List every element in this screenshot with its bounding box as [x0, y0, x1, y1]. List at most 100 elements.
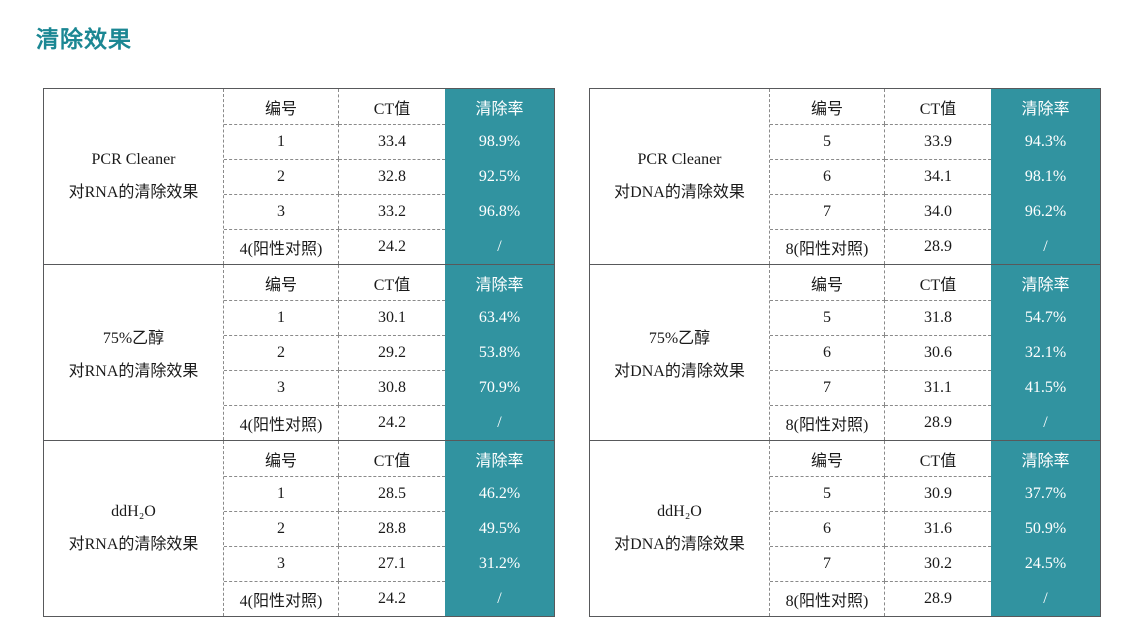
cell-removal-rate: 50.9% [991, 511, 1100, 546]
cell-removal-rate: / [991, 405, 1100, 440]
section-label-line1: 75%乙醇 [102, 330, 165, 347]
cell-sample-id: 5 [770, 476, 885, 511]
section-label: ddH₂O 对DNA的清除效果 [590, 441, 770, 616]
cell-removal-rate: / [445, 405, 554, 440]
cell-removal-rate: 98.9% [445, 124, 554, 159]
cell-sample-id: 1 [224, 124, 339, 159]
section-label-line2: 对RNA的清除效果 [68, 184, 199, 201]
cell-sample-id: 1 [224, 300, 339, 335]
cell-ct-value: 33.2 [339, 194, 445, 229]
cell-sample-id: 2 [224, 159, 339, 194]
col-header-rate: 清除率 [991, 441, 1100, 476]
section-label: 75%乙醇 对DNA的清除效果 [590, 265, 770, 440]
table-section: ddH₂O 对RNA的清除效果 编号 CT值 清除率 1 28.5 46.2% … [44, 440, 554, 616]
cell-sample-id: 5 [770, 124, 885, 159]
cell-sample-id: 8(阳性对照) [770, 405, 885, 440]
section-label-line1: 75%乙醇 [648, 330, 711, 347]
cell-ct-value: 24.2 [339, 581, 445, 616]
section-label-line1: ddH₂O [111, 503, 156, 520]
col-header-id: 编号 [224, 441, 339, 476]
cell-sample-id: 2 [224, 511, 339, 546]
section-label: ddH₂O 对RNA的清除效果 [44, 441, 224, 616]
cell-ct-value: 31.6 [885, 511, 991, 546]
table-section: ddH₂O 对DNA的清除效果 编号 CT值 清除率 5 30.9 37.7% … [590, 440, 1100, 616]
cell-sample-id: 6 [770, 335, 885, 370]
section-label: 75%乙醇 对RNA的清除效果 [44, 265, 224, 440]
cell-ct-value: 31.8 [885, 300, 991, 335]
section-label-line1: PCR Cleaner [637, 151, 722, 168]
col-header-ct: CT值 [919, 452, 957, 470]
cell-ct-value: 33.4 [339, 124, 445, 159]
cell-ct-value: 24.2 [339, 405, 445, 440]
section-label-line2: 对RNA的清除效果 [68, 363, 199, 380]
cell-removal-rate: 70.9% [445, 370, 554, 405]
cell-sample-id: 7 [770, 546, 885, 581]
cell-removal-rate: 46.2% [445, 476, 554, 511]
cell-ct-value: 28.8 [339, 511, 445, 546]
cell-removal-rate: 53.8% [445, 335, 554, 370]
col-header-id: 编号 [224, 89, 339, 124]
cell-sample-id: 8(阳性对照) [770, 229, 885, 264]
cell-ct-value: 30.9 [885, 476, 991, 511]
cell-removal-rate: / [445, 229, 554, 264]
cell-removal-rate: 98.1% [991, 159, 1100, 194]
cell-ct-value: 31.1 [885, 370, 991, 405]
cell-sample-id: 6 [770, 159, 885, 194]
section-label: PCR Cleaner 对RNA的清除效果 [44, 89, 224, 264]
col-header-ct: CT值 [373, 452, 411, 470]
section-label-line2: 对DNA的清除效果 [614, 184, 745, 201]
cell-ct-value: 28.9 [885, 405, 991, 440]
table-section: 75%乙醇 对RNA的清除效果 编号 CT值 清除率 1 30.1 63.4% … [44, 264, 554, 440]
cell-ct-value: 32.8 [339, 159, 445, 194]
rna-removal-table: PCR Cleaner 对RNA的清除效果 编号 CT值 清除率 1 33.4 … [43, 88, 555, 617]
cell-removal-rate: 92.5% [445, 159, 554, 194]
cell-ct-value: 28.5 [339, 476, 445, 511]
section-label-line1: PCR Cleaner [91, 151, 176, 168]
cell-removal-rate: 94.3% [991, 124, 1100, 159]
section-label-line1: ddH₂O [657, 503, 702, 520]
cell-removal-rate: 96.2% [991, 194, 1100, 229]
cell-removal-rate: 32.1% [991, 335, 1100, 370]
page-title: 清除效果 [36, 26, 132, 52]
cell-ct-value: 30.6 [885, 335, 991, 370]
section-label: PCR Cleaner 对DNA的清除效果 [590, 89, 770, 264]
cell-ct-value: 24.2 [339, 229, 445, 264]
cell-sample-id: 4(阳性对照) [224, 229, 339, 264]
col-header-ct: CT值 [373, 276, 411, 294]
cell-sample-id: 1 [224, 476, 339, 511]
cell-ct-value: 28.9 [885, 229, 991, 264]
cell-sample-id: 2 [224, 335, 339, 370]
table-section: PCR Cleaner 对DNA的清除效果 编号 CT值 清除率 5 33.9 … [590, 89, 1100, 264]
cell-sample-id: 5 [770, 300, 885, 335]
cell-sample-id: 6 [770, 511, 885, 546]
section-label-line2: 对DNA的清除效果 [614, 363, 745, 380]
dna-removal-table: PCR Cleaner 对DNA的清除效果 编号 CT值 清除率 5 33.9 … [589, 88, 1101, 617]
cell-sample-id: 3 [224, 546, 339, 581]
col-header-id: 编号 [770, 265, 885, 300]
col-header-rate: 清除率 [445, 89, 554, 124]
cell-removal-rate: 31.2% [445, 546, 554, 581]
cell-sample-id: 7 [770, 370, 885, 405]
col-header-rate: 清除率 [445, 441, 554, 476]
cell-removal-rate: 37.7% [991, 476, 1100, 511]
cell-ct-value: 30.8 [339, 370, 445, 405]
cell-sample-id: 4(阳性对照) [224, 581, 339, 616]
cell-sample-id: 3 [224, 194, 339, 229]
cell-removal-rate: 41.5% [991, 370, 1100, 405]
cell-ct-value: 30.2 [885, 546, 991, 581]
cell-removal-rate: 24.5% [991, 546, 1100, 581]
col-header-rate: 清除率 [991, 89, 1100, 124]
cell-sample-id: 8(阳性对照) [770, 581, 885, 616]
cell-removal-rate: 96.8% [445, 194, 554, 229]
cell-ct-value: 29.2 [339, 335, 445, 370]
col-header-rate: 清除率 [991, 265, 1100, 300]
col-header-id: 编号 [770, 441, 885, 476]
cell-removal-rate: / [991, 229, 1100, 264]
cell-sample-id: 7 [770, 194, 885, 229]
cell-ct-value: 27.1 [339, 546, 445, 581]
col-header-ct: CT值 [373, 100, 411, 118]
col-header-ct: CT值 [919, 276, 957, 294]
section-label-line2: 对DNA的清除效果 [614, 536, 745, 553]
cell-removal-rate: / [445, 581, 554, 616]
cell-sample-id: 3 [224, 370, 339, 405]
